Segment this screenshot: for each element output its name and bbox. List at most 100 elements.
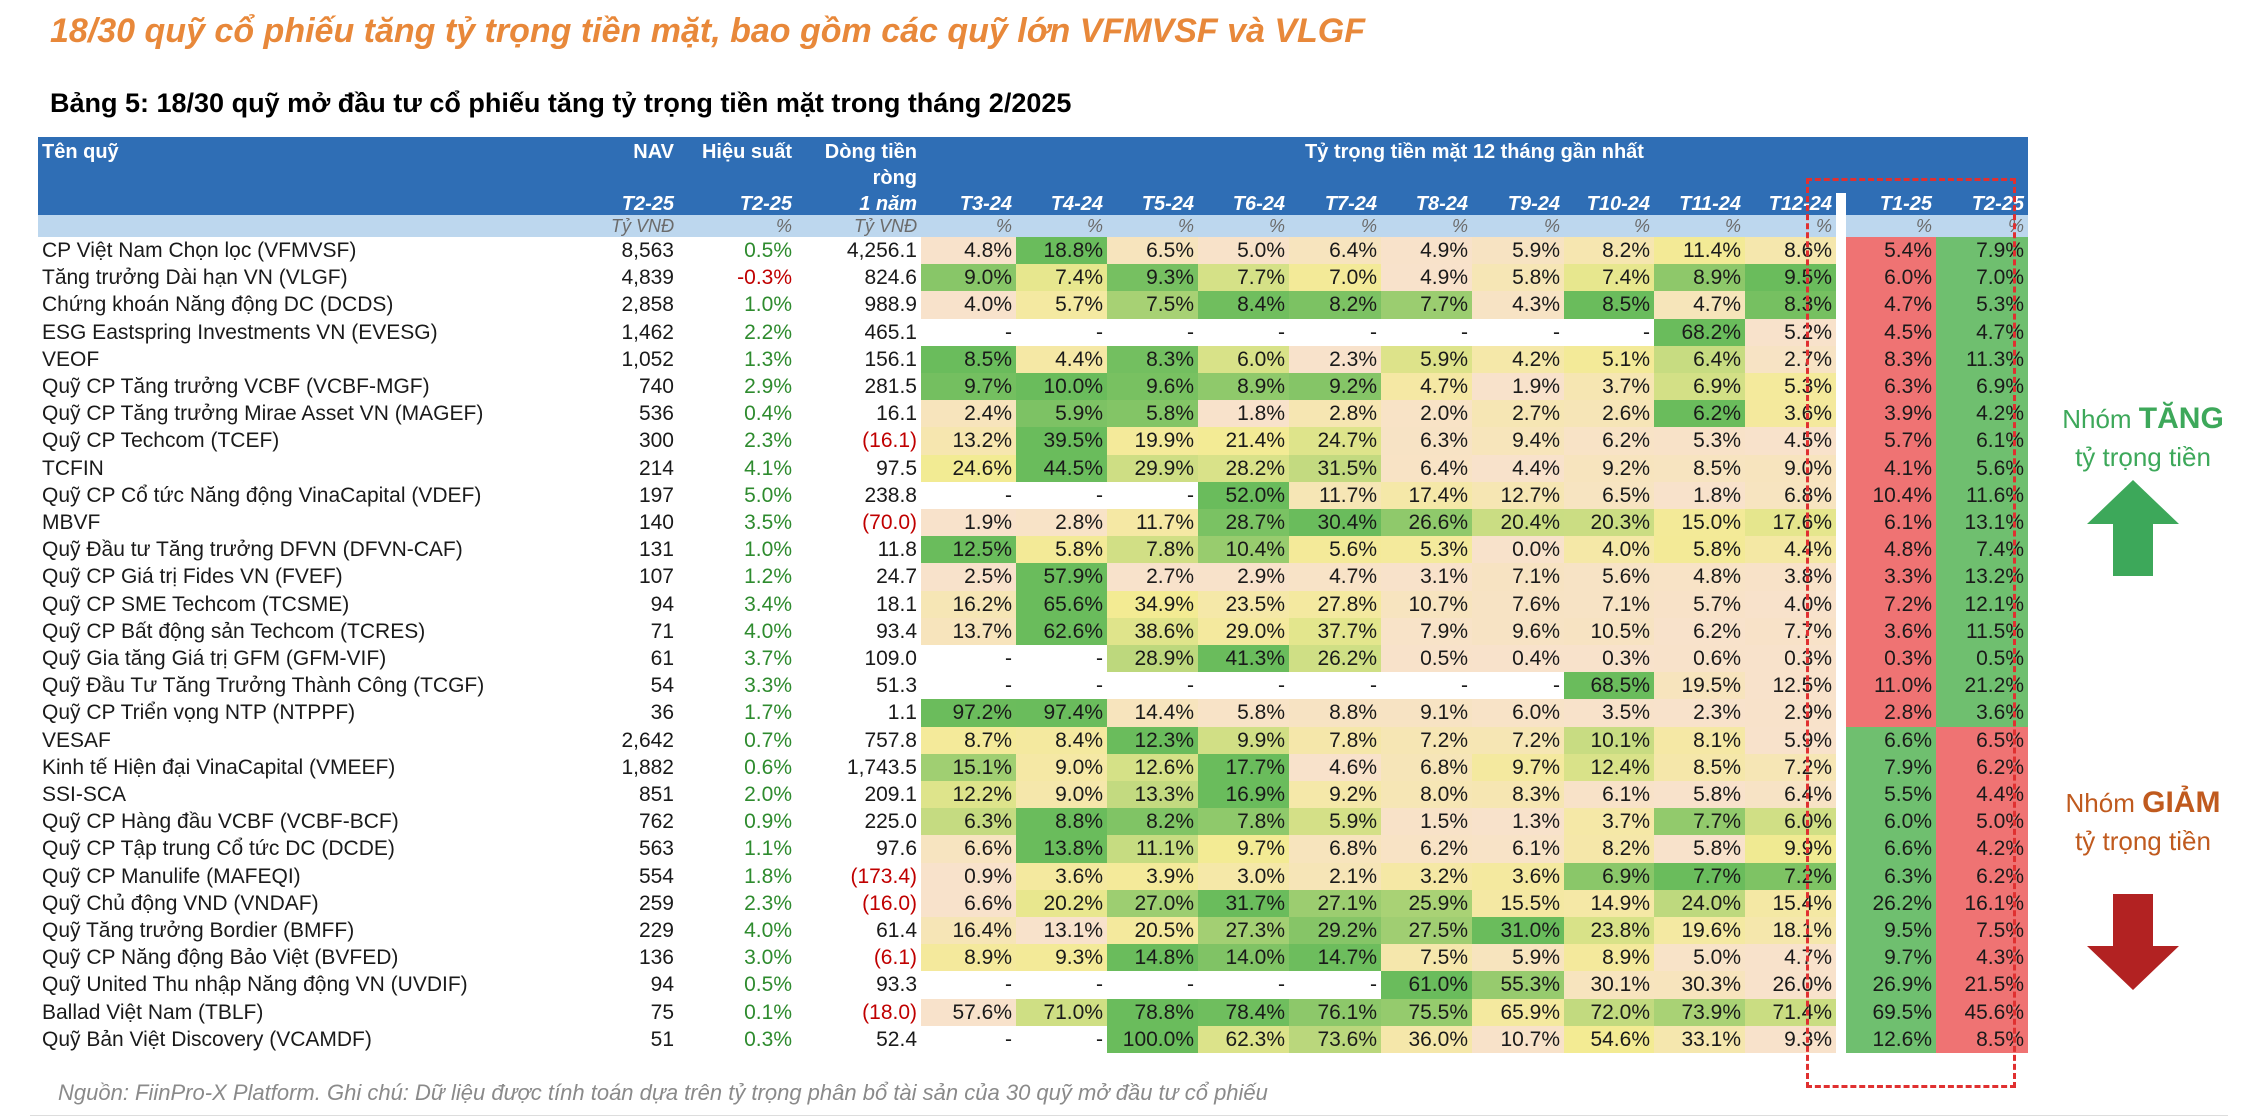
header-nav-period: T2-25 bbox=[593, 193, 678, 215]
cash-weight-cell: 5.9% bbox=[1289, 808, 1381, 836]
fund-name: VEOF bbox=[42, 347, 100, 371]
cash-weight-cell: - bbox=[1005, 647, 1012, 671]
cash-weight-cell: 30.4% bbox=[1289, 509, 1381, 537]
cash-weight-cell: 12.5% bbox=[1745, 672, 1836, 700]
cash-weight-cell: 15.4% bbox=[1745, 889, 1836, 918]
cash-weight-cell: 6.1% bbox=[1564, 781, 1654, 809]
cash-weight-cell: 5.9% bbox=[1381, 345, 1472, 374]
cash-weight-cell: 5.0% bbox=[1198, 237, 1289, 265]
cash-weight-cell: 27.8% bbox=[1289, 590, 1381, 618]
net-flow-value: 93.3 bbox=[876, 973, 917, 997]
cash-weight-cell: 26.2% bbox=[1846, 889, 1936, 918]
cash-weight-cell: 13.1% bbox=[1936, 509, 2028, 537]
cash-weight-cell: 5.0% bbox=[1936, 808, 2028, 836]
header-month: T8-24 bbox=[1381, 193, 1472, 215]
cash-weight-cell: 12.4% bbox=[1564, 753, 1654, 782]
cash-weight-cell: 4.6% bbox=[1289, 753, 1381, 782]
cash-weight-cell: 6.9% bbox=[1936, 373, 2028, 401]
cash-weight-cell: 6.8% bbox=[1745, 481, 1836, 510]
net-flow-value: 18.1 bbox=[876, 592, 917, 616]
gap-cell bbox=[1836, 617, 1846, 646]
cash-weight-cell: - bbox=[1278, 973, 1285, 997]
cash-weight-cell: 5.0% bbox=[1654, 944, 1745, 972]
net-flow-value: 93.4 bbox=[876, 619, 917, 643]
gap-cell bbox=[1836, 672, 1846, 700]
net-flow-value: (18.0) bbox=[862, 1000, 917, 1024]
gap-cell bbox=[1836, 454, 1846, 482]
cash-weight-cell: 7.1% bbox=[1564, 590, 1654, 618]
cash-weight-cell: 73.6% bbox=[1289, 1025, 1381, 1054]
cash-weight-cell: 7.8% bbox=[1289, 726, 1381, 754]
gap-cell bbox=[1836, 400, 1846, 428]
cash-weight-cell: 9.7% bbox=[1472, 753, 1564, 782]
net-flow-value: 281.5 bbox=[864, 375, 917, 399]
cash-weight-cell: 6.5% bbox=[1564, 481, 1654, 510]
cash-weight-cell: 3.6% bbox=[1016, 862, 1107, 890]
cash-weight-cell: 72.0% bbox=[1564, 998, 1654, 1026]
cash-weight-cell: 0.5% bbox=[1381, 645, 1472, 673]
cash-weight-cell: 6.3% bbox=[1381, 427, 1472, 455]
fund-name: Kinh tế Hiện đại VinaCapital (VMEEF) bbox=[42, 755, 396, 779]
fund-name: Quỹ CP Hàng đầu VCBF (VCBF-BCF) bbox=[42, 810, 399, 834]
cash-weight-cell: 24.6% bbox=[921, 454, 1016, 482]
cash-weight-cell: 2.3% bbox=[1289, 345, 1381, 374]
header-month: T1-25 bbox=[1846, 193, 1936, 215]
cash-weight-cell: 8.2% bbox=[1107, 808, 1198, 836]
fund-name: MBVF bbox=[42, 511, 101, 535]
performance-value: 0.5% bbox=[744, 973, 792, 997]
table-row: Quỹ CP Tập trung Cổ tức DC (DCDE) 563 1.1%… bbox=[38, 835, 2028, 863]
gap-cell bbox=[1836, 509, 1846, 537]
performance-value: 5.0% bbox=[744, 483, 792, 507]
cash-weight-cell: 6.9% bbox=[1564, 862, 1654, 890]
nav-value: 259 bbox=[638, 891, 674, 915]
header-month: T6-24 bbox=[1198, 193, 1289, 215]
bottom-divider bbox=[30, 1115, 2228, 1116]
cash-weight-cell: 11.7% bbox=[1107, 509, 1198, 537]
cash-weight-cell: 5.4% bbox=[1846, 237, 1936, 265]
gap-cell bbox=[1836, 563, 1846, 591]
fund-name: Quỹ CP Bất động sản Techcom (TCRES) bbox=[42, 619, 426, 643]
cash-weight-cell: - bbox=[1461, 320, 1468, 344]
cash-weight-cell: 0.9% bbox=[921, 862, 1016, 890]
cash-weight-cell: 8.4% bbox=[1198, 291, 1289, 319]
header-blank bbox=[38, 193, 593, 215]
net-flow-value: 97.6 bbox=[876, 837, 917, 861]
cash-weight-cell: 2.9% bbox=[1745, 699, 1836, 727]
cash-weight-cell: 2.8% bbox=[1846, 699, 1936, 727]
cash-weight-cell: 41.3% bbox=[1198, 645, 1289, 673]
cash-weight-cell: 6.6% bbox=[1846, 835, 1936, 863]
performance-value: 3.0% bbox=[744, 946, 792, 970]
cash-weight-cell: 4.4% bbox=[1936, 781, 2028, 809]
gap-cell bbox=[1836, 808, 1846, 836]
cash-weight-cell: 1.9% bbox=[1472, 373, 1564, 401]
fund-name: ESG Eastspring Investments VN (EVESG) bbox=[42, 320, 438, 344]
cash-weight-cell: 6.3% bbox=[1846, 862, 1936, 890]
cash-weight-cell: 0.3% bbox=[1745, 645, 1836, 673]
nav-value: 851 bbox=[638, 783, 674, 807]
cash-weight-cell: 7.0% bbox=[1936, 264, 2028, 292]
nav-value: 94 bbox=[650, 592, 674, 616]
cash-weight-cell: 8.5% bbox=[1936, 1025, 2028, 1054]
cash-weight-cell: 8.0% bbox=[1381, 781, 1472, 809]
cash-weight-cell: 18.1% bbox=[1745, 917, 1836, 945]
cash-weight-cell: 2.1% bbox=[1289, 862, 1381, 890]
source-note: Nguồn: FiinPro-X Platform. Ghi chú: Dữ l… bbox=[58, 1080, 1268, 1105]
cash-weight-cell: 4.7% bbox=[1381, 373, 1472, 401]
cash-weight-cell: 7.2% bbox=[1846, 590, 1936, 618]
cash-weight-cell: 18.8% bbox=[1016, 237, 1107, 265]
cash-weight-cell: 3.8% bbox=[1745, 563, 1836, 591]
cash-weight-cell: 33.1% bbox=[1654, 1025, 1745, 1054]
performance-value: 0.9% bbox=[744, 810, 792, 834]
cash-weight-cell: - bbox=[1278, 320, 1285, 344]
gap-cell bbox=[1836, 318, 1846, 346]
cash-weight-cell: 4.0% bbox=[921, 291, 1016, 319]
cash-weight-cell: 19.9% bbox=[1107, 427, 1198, 455]
header-month: T12-24 bbox=[1745, 193, 1836, 215]
fund-name: Quỹ Gia tăng Giá trị GFM (GFM-VIF) bbox=[42, 647, 387, 671]
gap-cell bbox=[1836, 237, 1846, 265]
table-row: Quỹ Đầu Tư Tăng Trưởng Thành Công (TCGF)… bbox=[38, 672, 2028, 700]
nav-value: 740 bbox=[638, 375, 674, 399]
cash-weight-cell: 73.9% bbox=[1654, 998, 1745, 1026]
net-flow-value: (70.0) bbox=[862, 511, 917, 535]
fund-name: Quỹ Chủ động VND (VNDAF) bbox=[42, 891, 319, 915]
